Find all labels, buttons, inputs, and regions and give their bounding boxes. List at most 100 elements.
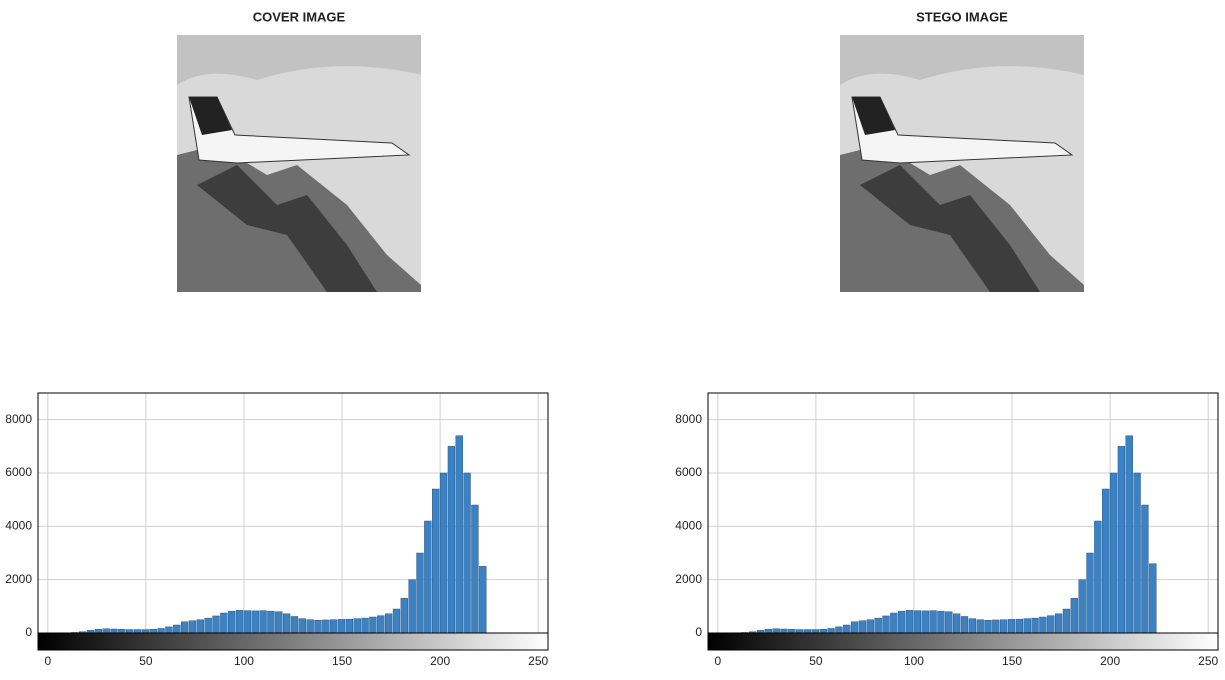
x-tick-label: 100 <box>234 654 254 668</box>
bar <box>439 472 448 634</box>
bar <box>94 629 102 634</box>
bar <box>952 613 961 634</box>
y-tick-label: 2000 <box>675 572 702 586</box>
bar <box>819 629 827 634</box>
bar <box>1117 446 1126 634</box>
bar <box>921 610 929 634</box>
bar <box>1031 617 1039 634</box>
bar <box>455 435 463 634</box>
cover-image <box>176 34 422 293</box>
bar <box>1102 488 1110 634</box>
bar <box>1141 504 1149 634</box>
bar <box>157 628 165 634</box>
x-tick-label: 150 <box>1002 654 1022 668</box>
bar <box>1070 598 1078 634</box>
bar <box>149 629 157 634</box>
bar <box>479 566 487 634</box>
bar <box>1078 579 1086 634</box>
colorbar <box>707 632 1219 651</box>
bar <box>968 618 976 634</box>
bar <box>369 616 377 634</box>
bar <box>102 628 110 634</box>
bar <box>424 520 432 634</box>
y-tick-label: 6000 <box>5 465 32 479</box>
bar <box>1094 520 1102 634</box>
bar <box>1125 435 1133 634</box>
bar <box>803 629 812 634</box>
bar <box>173 624 181 634</box>
axes-frame <box>37 392 549 634</box>
bar <box>905 610 914 634</box>
bar <box>937 610 945 634</box>
x-tick-label: 0 <box>714 654 721 668</box>
x-tick-label: 0 <box>44 654 51 668</box>
bar <box>811 629 820 634</box>
bar <box>228 610 236 634</box>
x-tick-label: 150 <box>332 654 352 668</box>
bar <box>133 629 142 634</box>
bar <box>882 615 890 634</box>
bar <box>890 612 898 634</box>
y-tick-label: 8000 <box>675 412 702 426</box>
bar <box>960 616 969 634</box>
bar <box>282 613 291 634</box>
stego-image <box>839 34 1085 293</box>
bar <box>322 619 330 634</box>
bar <box>165 626 173 634</box>
bar <box>188 620 197 634</box>
y-tick-label: 0 <box>25 625 32 639</box>
bar <box>898 610 906 634</box>
bar <box>400 598 408 634</box>
bar <box>874 617 882 634</box>
x-tick-label: 50 <box>139 654 153 668</box>
plot-area <box>708 393 1218 633</box>
bar <box>1086 552 1094 634</box>
bar <box>384 613 393 634</box>
bar <box>314 620 322 634</box>
bar <box>858 620 867 634</box>
x-tick-label: 200 <box>430 654 450 668</box>
plot-area <box>38 393 548 633</box>
bar <box>290 616 299 634</box>
bar <box>330 619 338 634</box>
colorbar <box>37 632 549 651</box>
x-tick-label: 100 <box>904 654 924 668</box>
bar <box>835 626 843 634</box>
bar <box>1023 618 1031 634</box>
bar <box>1133 472 1141 634</box>
bar <box>929 610 937 634</box>
bar <box>212 615 220 634</box>
axes-frame <box>707 392 1219 634</box>
bar <box>447 446 456 634</box>
bar <box>1062 608 1071 634</box>
bar <box>275 611 283 634</box>
bar <box>243 610 252 634</box>
bar <box>408 579 416 634</box>
bar <box>780 628 788 634</box>
bar <box>992 619 1000 634</box>
bar <box>1054 613 1063 634</box>
bar <box>392 608 401 634</box>
bar <box>764 629 772 634</box>
bar <box>843 624 851 634</box>
y-tick-label: 2000 <box>5 572 32 586</box>
bar <box>1000 619 1008 634</box>
bar <box>118 629 126 634</box>
bar <box>416 552 424 634</box>
image-title: STEGO IMAGE <box>916 9 1008 24</box>
y-tick-label: 0 <box>695 625 702 639</box>
bar <box>945 611 953 634</box>
bar <box>126 629 134 634</box>
bar <box>1039 616 1047 634</box>
y-tick-label: 8000 <box>5 412 32 426</box>
y-tick-label: 6000 <box>675 465 702 479</box>
bar <box>251 610 259 634</box>
bar <box>337 619 346 634</box>
bar <box>259 610 267 634</box>
bar <box>1047 615 1055 634</box>
bar <box>984 620 992 634</box>
bar <box>196 619 204 634</box>
bar <box>377 615 385 634</box>
x-tick-label: 200 <box>1100 654 1120 668</box>
